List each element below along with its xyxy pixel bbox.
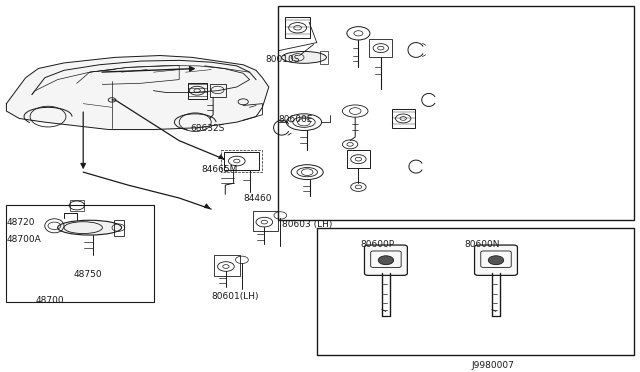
Text: 48700A: 48700A	[6, 235, 41, 244]
Bar	[214, 256, 240, 276]
Bar	[317, 228, 634, 355]
Text: 80603 (LH): 80603 (LH)	[282, 220, 332, 229]
Bar	[221, 150, 262, 172]
Polygon shape	[6, 55, 269, 129]
Ellipse shape	[58, 220, 122, 235]
Bar	[392, 109, 415, 128]
Bar	[347, 150, 370, 169]
Bar	[320, 51, 328, 64]
Bar	[6, 205, 154, 302]
Text: J9980007: J9980007	[472, 361, 515, 370]
Circle shape	[488, 256, 504, 264]
Bar	[285, 17, 310, 38]
Text: 68632S: 68632S	[191, 124, 225, 133]
Bar	[369, 39, 392, 57]
Text: 84665M: 84665M	[202, 165, 238, 174]
Text: 80601(LH): 80601(LH)	[211, 292, 259, 301]
FancyBboxPatch shape	[365, 245, 408, 275]
Bar	[224, 152, 259, 170]
Text: 48720: 48720	[6, 218, 35, 227]
Text: 48750: 48750	[74, 270, 102, 279]
Text: 80600P: 80600P	[360, 240, 394, 249]
Bar	[114, 219, 124, 236]
Bar	[188, 83, 207, 99]
Circle shape	[378, 256, 394, 264]
Bar	[210, 84, 226, 97]
Text: 80600E: 80600E	[278, 115, 313, 124]
Text: 80600N: 80600N	[465, 240, 500, 249]
Ellipse shape	[282, 51, 326, 63]
Bar	[278, 6, 634, 220]
FancyBboxPatch shape	[475, 245, 518, 275]
Text: 84460: 84460	[243, 194, 272, 203]
Text: 80010S: 80010S	[266, 55, 300, 64]
Bar	[70, 200, 84, 211]
Bar	[253, 211, 278, 231]
Text: 48700: 48700	[35, 296, 64, 305]
